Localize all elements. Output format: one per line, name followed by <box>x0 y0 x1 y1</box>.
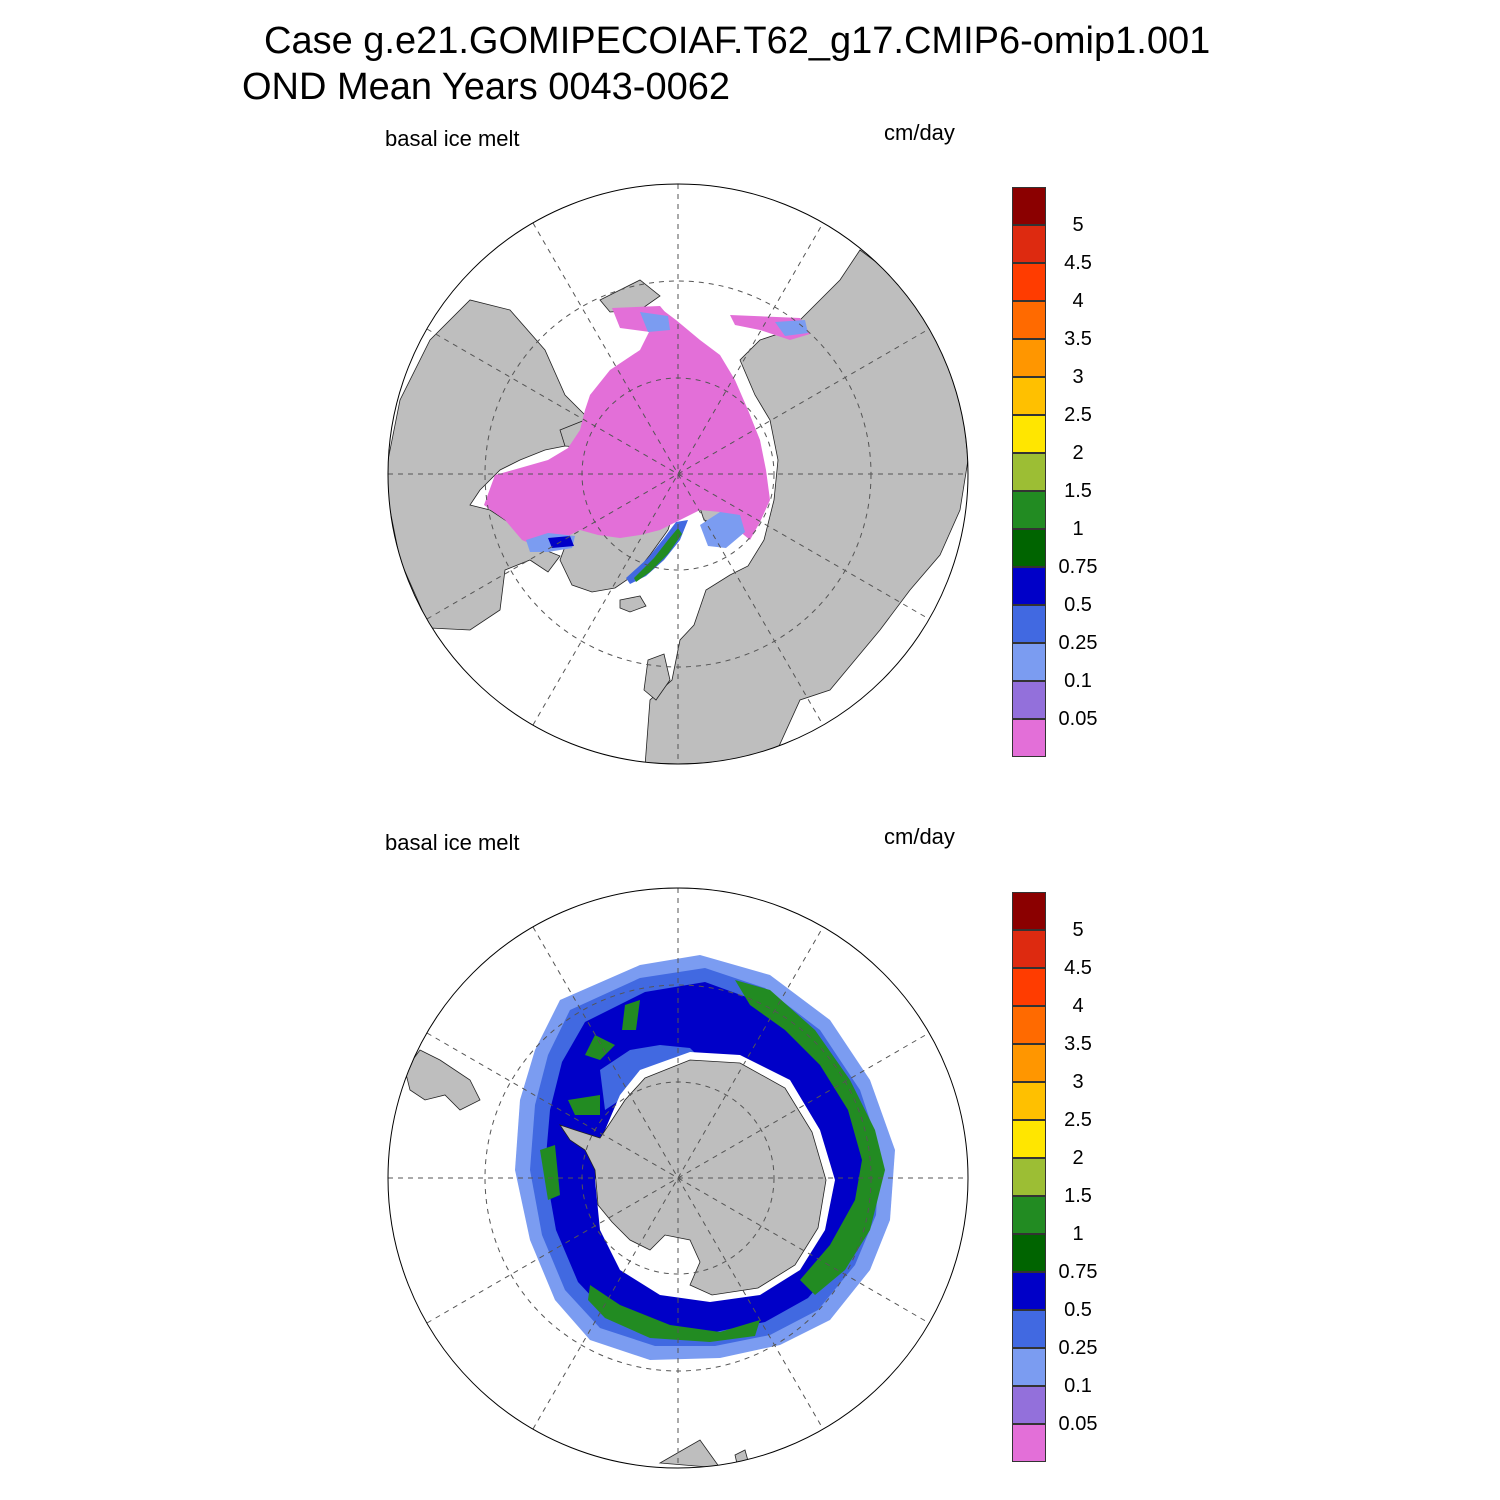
north-ice-low <box>484 308 770 548</box>
north-colorbar-box <box>1012 643 1046 681</box>
south-colorbar-label: 0.75 <box>1058 1261 1098 1283</box>
south-colorbar-box <box>1012 1006 1046 1044</box>
barents-ice-mid <box>700 512 745 548</box>
south-colorbar-label: 3 <box>1072 1071 1084 1093</box>
south-graticule <box>388 888 968 1468</box>
north-colorbar-label: 0.5 <box>1064 594 1092 616</box>
south-variable-label: basal ice melt <box>385 830 520 855</box>
south-colorbar-label: 0.05 <box>1058 1413 1098 1435</box>
north-colorbar-box <box>1012 681 1046 719</box>
north-colorbar-label: 3.5 <box>1064 328 1092 350</box>
north-colorbar-label: 4 <box>1072 290 1084 312</box>
north-colorbar-label: 0.05 <box>1058 708 1098 730</box>
north-colorbar-box <box>1012 415 1046 453</box>
south-colorbar-label: 4 <box>1072 995 1084 1017</box>
south-colorbar-label: 2.5 <box>1064 1109 1092 1131</box>
south-colorbar-label: 5 <box>1072 919 1084 941</box>
north-colorbar-box <box>1012 605 1046 643</box>
north-colorbar-box <box>1012 453 1046 491</box>
south-ice-strand-west <box>540 1145 560 1200</box>
south-colorbar-label: 4.5 <box>1064 957 1092 979</box>
north-variable-label: basal ice melt <box>385 126 520 151</box>
north-colorbar-box <box>1012 529 1046 567</box>
south-ice-strand-2 <box>622 1000 640 1030</box>
north-colorbar-box <box>1012 225 1046 263</box>
north-colorbar-box <box>1012 377 1046 415</box>
north-colorbar-box <box>1012 263 1046 301</box>
south-colorbar-label: 0.5 <box>1064 1299 1092 1321</box>
north-colorbar-label: 0.75 <box>1058 556 1098 578</box>
south-colorbar-label: 1.5 <box>1064 1185 1092 1207</box>
north-colorbar-box <box>1012 719 1046 757</box>
south-colorbar-box <box>1012 1082 1046 1120</box>
south-colorbar-box <box>1012 1120 1046 1158</box>
south-colorbar-box <box>1012 968 1046 1006</box>
north-colorbar-box <box>1012 301 1046 339</box>
north-colorbar-box <box>1012 187 1046 225</box>
bering-ice-mid <box>640 312 670 332</box>
south-colorbar-label: 2 <box>1072 1147 1084 1169</box>
south-colorbar-box <box>1012 1196 1046 1234</box>
north-colorbar-box <box>1012 567 1046 605</box>
south-colorbar-label: 0.25 <box>1058 1337 1098 1359</box>
north-colorbar-box <box>1012 491 1046 529</box>
north-graticule <box>388 184 968 764</box>
south-colorbar-box <box>1012 892 1046 930</box>
south-colorbar-box <box>1012 1272 1046 1310</box>
south-colorbar-label: 1 <box>1072 1223 1084 1245</box>
north-colorbar-label: 2.5 <box>1064 404 1092 426</box>
south-colorbar-box <box>1012 1348 1046 1386</box>
south-colorbar-label: 0.1 <box>1064 1375 1092 1397</box>
south-colorbar-box <box>1012 1386 1046 1424</box>
south-map-border <box>387 887 969 1469</box>
north-colorbar-label: 1.5 <box>1064 480 1092 502</box>
south-ice-strand-1 <box>585 1035 615 1060</box>
north-map-border <box>387 183 969 765</box>
north-colorbar-label: 0.25 <box>1058 632 1098 654</box>
south-ice-pacific-sector <box>588 1285 760 1342</box>
north-colorbar-box <box>1012 339 1046 377</box>
north-colorbar-label: 5 <box>1072 214 1084 236</box>
north-colorbar-label: 4.5 <box>1064 252 1092 274</box>
south-colorbar-box <box>1012 1158 1046 1196</box>
title-line-2: OND Mean Years 0043-0062 <box>242 66 730 108</box>
south-america <box>404 1049 481 1111</box>
south-polar-map <box>387 887 969 1469</box>
north-colorbar-label: 3 <box>1072 366 1084 388</box>
south-ice-indian-sector <box>735 980 885 1295</box>
title-line-1: Case g.e21.GOMIPECOIAF.T62_g17.CMIP6-omi… <box>264 20 1211 62</box>
east-greenland-ice-high <box>634 528 682 582</box>
south-colorbar-box <box>1012 930 1046 968</box>
south-colorbar-box <box>1012 1310 1046 1348</box>
south-colorbar-label: 3.5 <box>1064 1033 1092 1055</box>
south-colorbar-box <box>1012 1234 1046 1272</box>
north-colorbar-label: 2 <box>1072 442 1084 464</box>
africa-tip <box>658 1439 721 1468</box>
north-units-label: cm/day <box>884 120 955 145</box>
north-colorbar-label: 1 <box>1072 518 1084 540</box>
south-colorbar-box <box>1012 1044 1046 1082</box>
south-colorbar-box <box>1012 1424 1046 1462</box>
south-units-label: cm/day <box>884 824 955 849</box>
north-colorbar-label: 0.1 <box>1064 670 1092 692</box>
south-ice-weddell <box>568 1095 600 1115</box>
north-polar-map <box>387 183 969 765</box>
